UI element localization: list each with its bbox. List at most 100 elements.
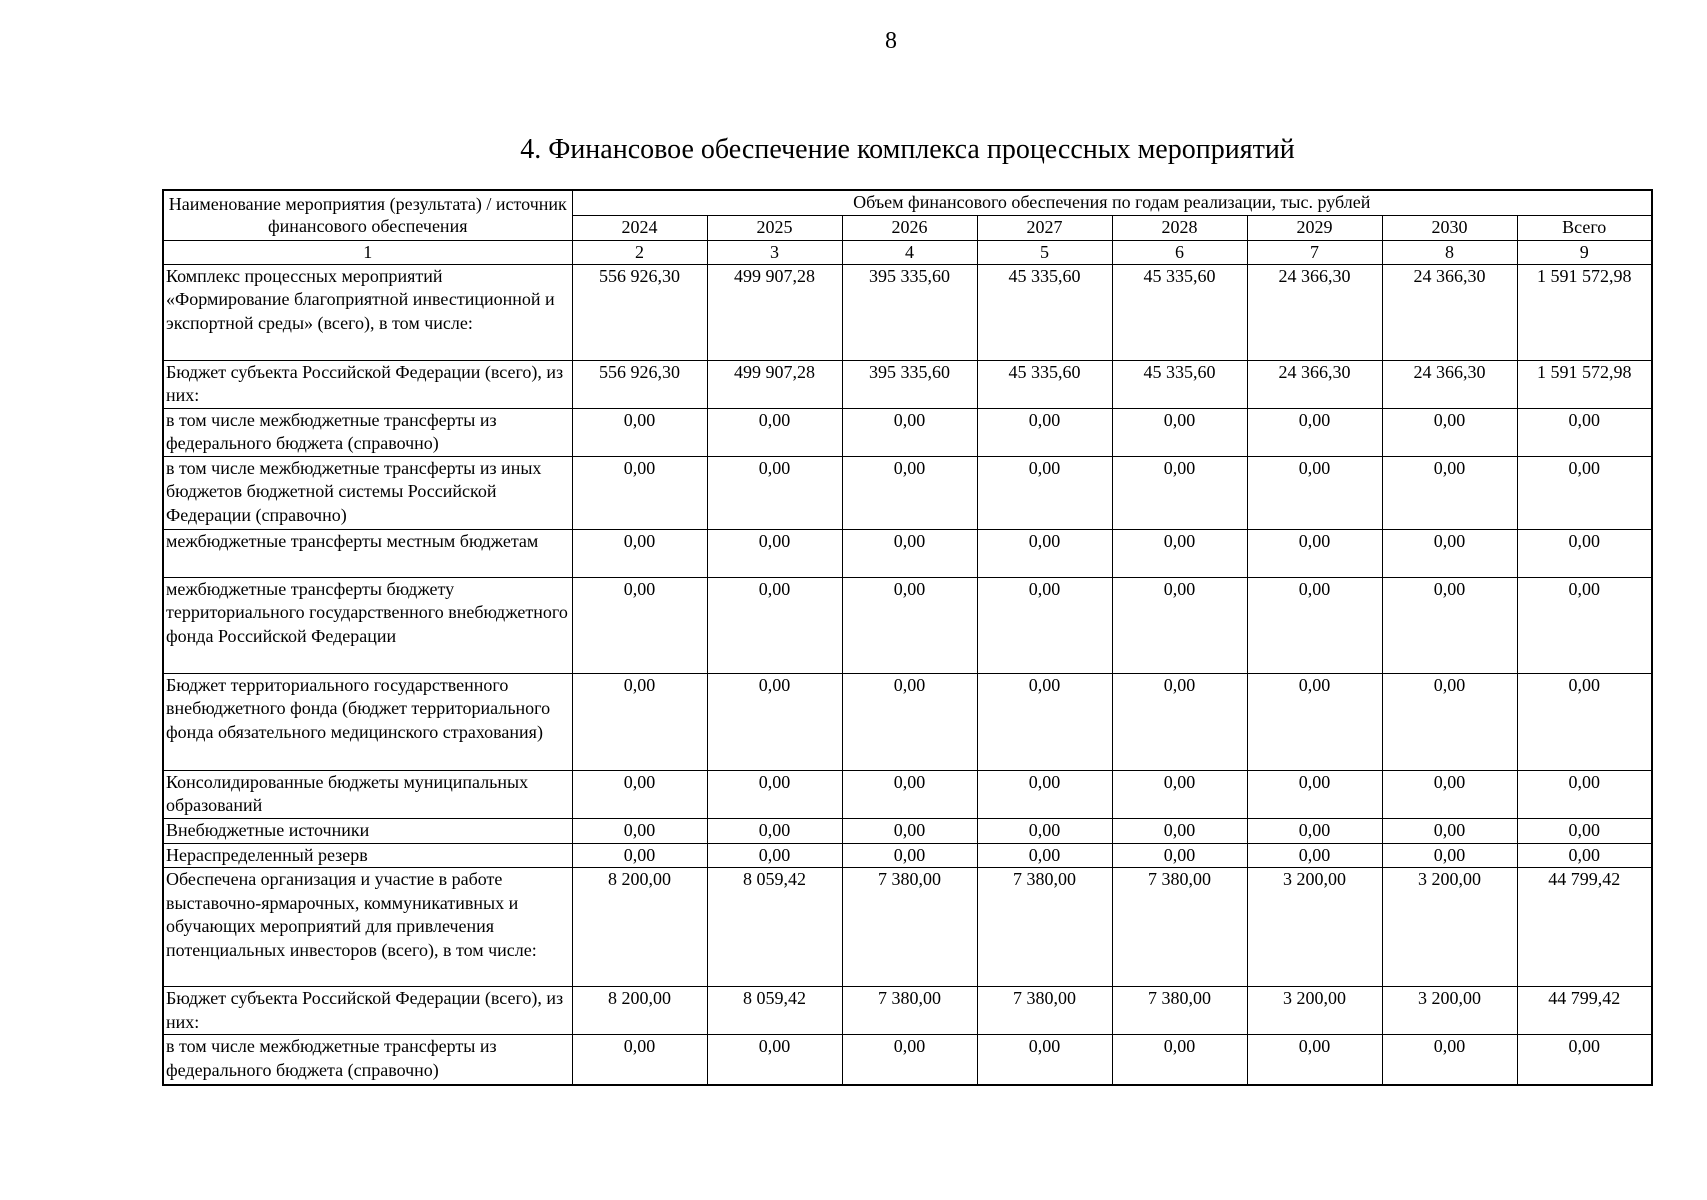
data-row: Комплекс процессных мероприятий «Формиро… [162,263,1653,361]
amount: 45 335,60 [1111,263,1248,361]
amount: 0,00 [706,769,843,819]
row-name: Бюджет субъекта Российской Федерации (вс… [162,986,573,1035]
amount: 0,00 [976,842,1113,868]
column-number: 6 [1111,239,1248,265]
amount: 0,00 [1111,407,1248,457]
amount: 0,00 [841,455,978,530]
amount: 0,00 [976,769,1113,819]
section-title: 4. Финансовое обеспечение комплекса проц… [520,134,1295,165]
amount: 0,00 [1381,1034,1518,1085]
row-name: Комплекс процессных мероприятий «Формиро… [162,263,573,361]
amount: 0,00 [706,407,843,457]
row-name: в том числе межбюджетные трансферты из и… [162,455,573,530]
amount: 0,00 [1516,407,1653,457]
header-row: Наименование мероприятия (результата) / … [162,189,1653,241]
row-name: Бюджет субъекта Российской Федерации (вс… [162,359,573,409]
row-name: Внебюджетные источники [162,817,573,844]
amount: 0,00 [571,769,708,819]
amount: 44 799,42 [1516,986,1653,1035]
amount: 0,00 [1246,407,1383,457]
amount: 0,00 [706,1034,843,1085]
column-number: 3 [706,239,843,265]
column-number: 2 [571,239,708,265]
amount: 499 907,28 [706,359,843,409]
amount: 0,00 [976,407,1113,457]
amount: 8 059,42 [706,986,843,1035]
amount: 0,00 [706,576,843,674]
amount: 556 926,30 [571,263,708,361]
row-name: в том числе межбюджетные трансферты из ф… [162,407,573,457]
page-number: 8 [885,28,897,54]
amount: 3 200,00 [1246,867,1383,987]
data-row: Внебюджетные источники 0,00 0,00 0,00 0,00 0,… [162,817,1653,844]
data-row: в том числе межбюджетные трансферты из ф… [162,407,1653,457]
amount: 0,00 [841,576,978,674]
amount: 0,00 [841,528,978,578]
data-row: Нераспределенный резерв 0,00 0,00 0,00 0,00 0… [162,842,1653,868]
amount: 7 380,00 [841,867,978,987]
amount: 1 591 572,98 [1516,359,1653,409]
amount: 7 380,00 [1111,867,1248,987]
column-number: 9 [1516,239,1653,265]
amount: 0,00 [841,407,978,457]
amount: 0,00 [1516,455,1653,530]
year-header: 2024 [571,214,708,241]
amount: 0,00 [1111,455,1248,530]
amount: 3 200,00 [1246,986,1383,1035]
amount: 0,00 [976,455,1113,530]
row-name: межбюджетные трансферты бюджету территор… [162,576,573,674]
amount: 8 200,00 [571,986,708,1035]
year-header: 2028 [1111,214,1248,241]
amount: 0,00 [1381,842,1518,868]
amount: 556 926,30 [571,359,708,409]
amount: 0,00 [1246,817,1383,844]
amount: 0,00 [976,1034,1113,1085]
amount: 0,00 [1111,576,1248,674]
header-row: 2024 2025 2026 2027 2028 2029 2030 Всего [163,214,1653,241]
amount: 395 335,60 [841,359,978,409]
amount: 24 366,30 [1246,359,1383,409]
amount: 0,00 [1516,842,1653,868]
amount: 0,00 [571,817,708,844]
amount: 0,00 [1516,1034,1653,1085]
amount: 0,00 [1516,817,1653,844]
amount: 0,00 [1111,528,1248,578]
amount: 45 335,60 [976,263,1113,361]
amount: 44 799,42 [1516,867,1653,987]
amount: 499 907,28 [706,263,843,361]
amount: 0,00 [571,455,708,530]
data-row: Бюджет субъекта Российской Федерации (вс… [162,359,1653,409]
year-header: 2026 [841,214,978,241]
amount: 0,00 [1246,528,1383,578]
amount: 0,00 [706,455,843,530]
data-row: Консолидированные бюджеты муниципальных … [162,769,1653,819]
amount: 0,00 [976,576,1113,674]
amount: 45 335,60 [976,359,1113,409]
amount: 45 335,60 [1111,359,1248,409]
amount: 24 366,30 [1246,263,1383,361]
amount: 0,00 [1381,407,1518,457]
amount: 0,00 [571,1034,708,1085]
amount: 0,00 [1246,576,1383,674]
row-name: в том числе межбюджетные трансферты из ф… [162,1034,573,1085]
amount: 0,00 [571,407,708,457]
amount: 0,00 [1516,528,1653,578]
column-number: 1 [162,239,573,265]
amount: 0,00 [1246,672,1383,771]
amount: 3 200,00 [1381,986,1518,1035]
year-header: 2025 [706,214,843,241]
amount: 0,00 [1246,1034,1383,1085]
amount: 0,00 [1111,769,1248,819]
year-header: 2027 [976,214,1113,241]
amount: 0,00 [1381,455,1518,530]
column-number: 8 [1381,239,1518,265]
amount: 0,00 [1516,769,1653,819]
amount: 0,00 [1111,672,1248,771]
amount: 0,00 [841,1034,978,1085]
column-number: 7 [1246,239,1383,265]
row-name: Консолидированные бюджеты муниципальных … [162,769,573,819]
amount: 0,00 [571,576,708,674]
amount: 0,00 [1516,672,1653,771]
amount: 0,00 [1381,769,1518,819]
